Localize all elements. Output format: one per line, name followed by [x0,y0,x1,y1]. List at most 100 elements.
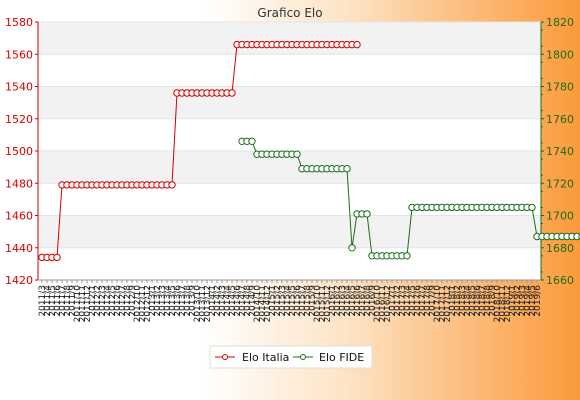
x-tick-label: 2017/10 [433,285,443,323]
x-tick-label: 2014/8 [243,285,253,317]
x-tick-label: 2014/10 [253,285,263,323]
y-tick-label-left: 1560 [5,48,33,61]
elo-fide-point [528,203,536,212]
x-tick-label: 2011/11 [78,285,88,322]
x-tick-label: 2017/12 [443,285,453,322]
x-tick-label: 2018/11 [498,285,508,322]
y-tick-label-left: 1420 [5,274,33,287]
x-tick-label: 2018/7 [478,285,488,317]
x-tick-label: 2011/12 [83,285,93,322]
x-tick-label: 2019/4 [523,285,533,317]
y-tick-label-right: 1660 [546,274,574,287]
x-tick-label: 2012/4 [103,285,113,317]
x-tick-label: 2019/6 [533,285,543,317]
x-tick-label: 2018/6 [473,285,483,317]
elo-italia-point [168,181,176,189]
x-tick-label: 2014/7 [238,285,248,317]
x-tick-label: 2017/8 [423,285,433,317]
grid-band [38,86,541,119]
elo-fide-point [348,244,356,252]
x-tick-label: 2014/9 [248,285,258,317]
x-tick-label: 2011/7 [58,285,68,317]
x-tick-label: 2011/5 [48,285,58,317]
x-tick-label: 2011/8 [63,285,73,317]
elo-fide-point [343,165,351,173]
legend-italia-label: Elo Italia [242,351,289,364]
x-tick-label: 2019/1 [508,285,518,317]
x-tick-label: 2017/4 [403,285,413,317]
x-tick-label: 2013/10 [193,285,203,323]
legend-italia-marker [222,354,228,360]
x-tick-label: 2015/3 [278,285,288,317]
x-tick-label: 2017/1 [388,285,398,317]
axes: 1420 1440 1460 1480 1500 1520 1540 1560 1580 1660… [5,16,574,322]
x-tick-label: 2011/9 [68,285,78,317]
x-tick-label: 2014/5 [228,285,238,317]
x-tick-label: 2013/2 [153,285,163,317]
elo-italia-point [353,40,361,49]
grid-band [38,22,541,55]
x-tick-label: 2013/4 [163,285,173,317]
legend-fide-label: Elo FIDE [319,351,364,364]
x-tick-label: 2018/12 [503,285,513,322]
x-tick-label: 2018/3 [458,285,468,317]
x-tick-label: 2015/11 [318,285,328,322]
x-tick-label: 2014/6 [233,285,243,317]
x-tick-label: 2016/7 [358,285,368,317]
x-tick-label: 2013/6 [173,285,183,317]
x-tick-label: 2017/9 [428,285,438,317]
x-tick-label: 2016/12 [383,285,393,322]
x-tick-label: 2016/8 [363,285,373,317]
x-tick-label: 2011/10 [73,285,83,323]
x-tick-label: 2016/11 [378,285,388,322]
x-tick-label: 2016/1 [328,285,338,317]
x-tick-label: 2015/2 [273,285,283,317]
y-tick-label-left: 1580 [5,16,33,29]
x-tick-label: 2017/3 [398,285,408,317]
x-tick-label: 2012/11 [138,285,148,322]
x-tick-label: 2017/2 [393,285,403,317]
x-tick-label: 2015/5 [288,285,298,317]
x-tick-label: 2015/12 [323,285,333,322]
chart-title: Grafico Elo [257,6,322,20]
x-tick-label: 2015/6 [293,285,303,317]
elo-italia-point [228,89,236,97]
x-tick-label: 2017/6 [413,285,423,317]
x-tick-label: 2014/12 [263,285,273,322]
x-tick-label: 2015/8 [303,285,313,317]
elo-italia-point [53,253,61,262]
x-tick-label: 2016/5 [348,285,358,317]
y-tick-label-left: 1440 [5,242,33,255]
x-tick-label: 2018/5 [468,285,478,317]
x-tick-label: 2013/5 [168,285,178,317]
x-tick-label: 2016/6 [353,285,363,317]
x-tick-label: 2012/8 [123,285,133,317]
y-tick-label-right: 1760 [546,113,574,126]
y-tick-label-left: 1460 [5,210,33,223]
x-tick-label: 2012/9 [128,285,138,317]
x-tick-label: 2019/5 [528,285,538,317]
x-tick-label: 2015/10 [313,285,323,323]
x-tick-label: 2018/8 [483,285,493,317]
x-tick-label: 2018/2 [453,285,463,317]
x-tick-label: 2018/4 [463,285,473,317]
y-tick-label-left: 1480 [5,177,33,190]
x-tick-label: 2013/9 [188,285,198,317]
elo-fide-point [363,210,371,218]
x-tick-label: 2016/10 [373,285,383,323]
x-tick-label: 2016/3 [338,285,348,317]
x-tick-label: 2018/9 [488,285,498,317]
x-tick-label: 2014/4 [223,285,233,317]
x-tick-label: 2015/1 [268,285,278,317]
x-tick-label: 2011/3 [38,285,48,317]
x-tick-label: 2019/2 [513,285,523,317]
elo-fide-point [248,137,256,146]
x-tick-label: 2012/12 [143,285,153,322]
x-tick-label: 2012/6 [113,285,123,317]
x-tick-label: 2018/1 [448,285,458,317]
x-tick-label: 2012/3 [98,285,108,317]
elo-fide-point [293,150,301,158]
x-tick-label: 2018/10 [493,285,503,323]
